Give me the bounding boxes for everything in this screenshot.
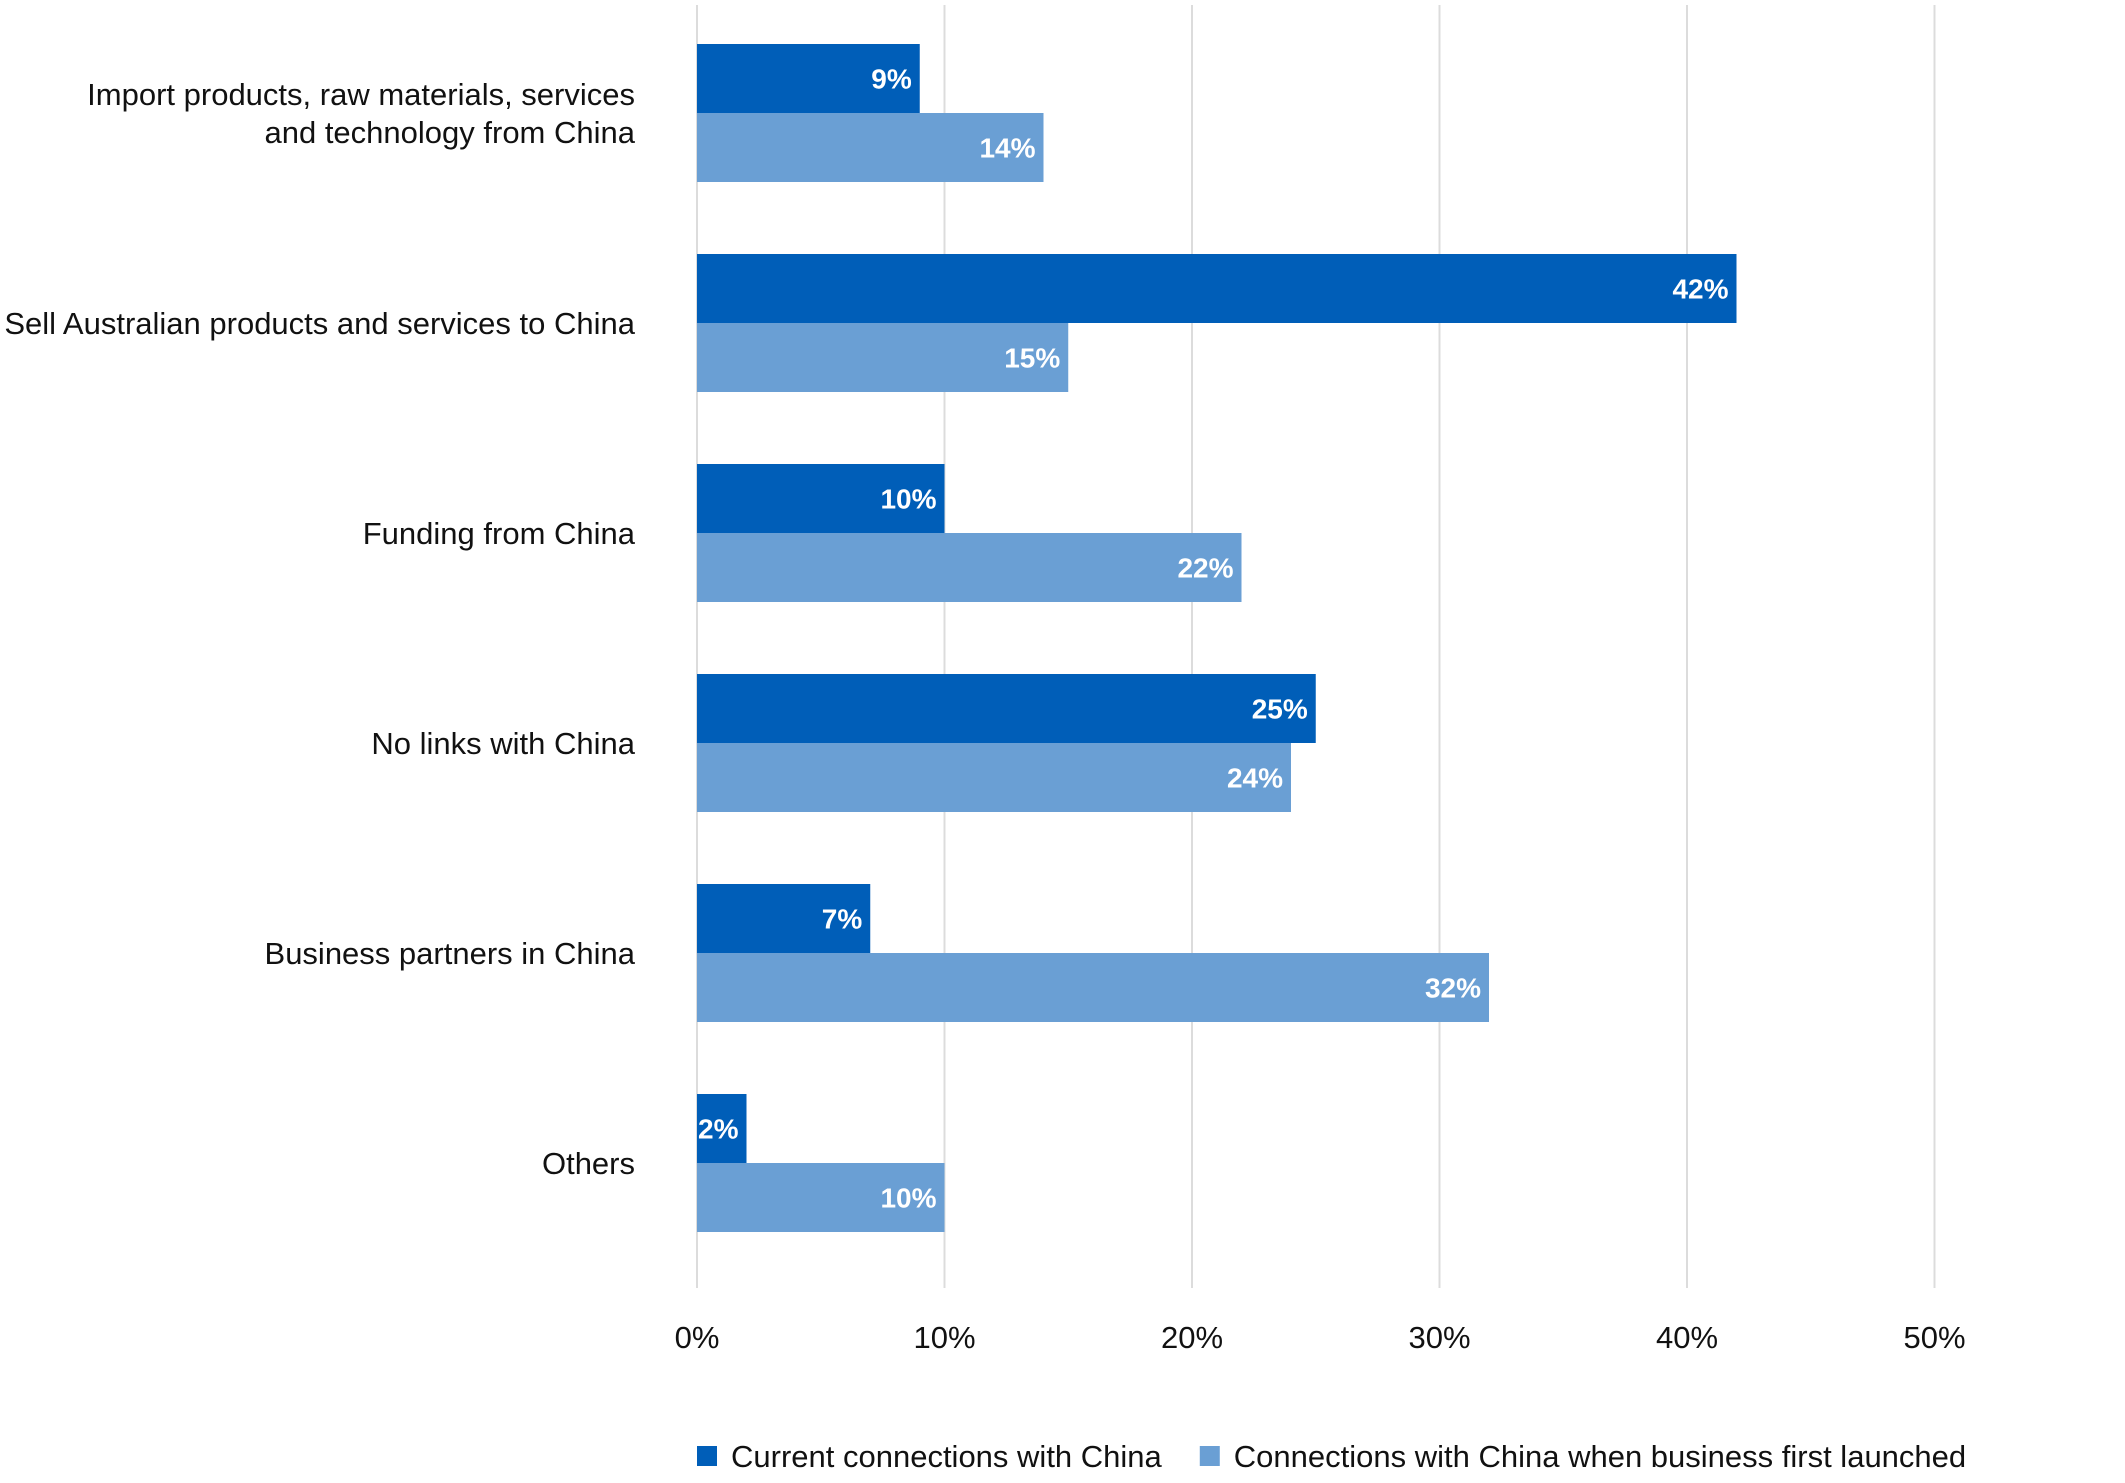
category-label-5: Business partners in China	[265, 936, 636, 971]
x-tick-label: 10%	[913, 1320, 975, 1355]
bar-series1-cat2	[697, 254, 1737, 323]
data-label-series1-cat6: 2%	[698, 1114, 739, 1145]
data-label-series2-cat3: 22%	[1177, 553, 1233, 584]
x-tick-label: 50%	[1903, 1320, 1965, 1355]
legend-swatch-1	[697, 1446, 717, 1466]
data-label-series2-cat2: 15%	[1004, 343, 1060, 374]
x-tick-label: 40%	[1656, 1320, 1718, 1355]
bars: 9% 14% 42% 15% 10% 22% 25% 24% 7% 32% 2% 10%	[697, 44, 1737, 1232]
category-label-line: Funding from China	[363, 516, 636, 551]
bar-series2-cat5	[697, 953, 1489, 1022]
legend-swatch-2	[1199, 1446, 1220, 1466]
bar-series1-cat5	[697, 884, 871, 953]
data-label-series2-cat1: 14%	[979, 133, 1035, 164]
x-tick-label: 0%	[675, 1320, 720, 1355]
bar-series2-cat2	[697, 323, 1069, 392]
bar-series1-cat4	[697, 674, 1316, 743]
category-labels: Import products, raw materials, services…	[4, 77, 635, 1181]
x-axis-ticks: 0% 10% 20% 30% 40% 50%	[675, 1320, 1966, 1355]
category-label-line: Others	[542, 1146, 635, 1181]
data-label-series1-cat2: 42%	[1672, 274, 1728, 305]
data-label-series2-cat4: 24%	[1227, 763, 1283, 794]
category-label-line: Sell Australian products and services to…	[4, 306, 635, 341]
bar-series2-cat1	[697, 113, 1044, 182]
legend-label-1: Current connections with China	[731, 1439, 1163, 1474]
category-label-line: and technology from China	[264, 115, 635, 150]
legend: Current connections with China Connection…	[697, 1439, 1966, 1474]
bar-series1-cat3	[697, 464, 945, 533]
legend-label-2: Connections with China when business fir…	[1234, 1439, 1966, 1474]
category-label-line: Import products, raw materials, services	[87, 77, 635, 112]
category-label-2: Sell Australian products and services to…	[4, 306, 635, 341]
bar-series1-cat6	[697, 1094, 747, 1163]
gridlines	[696, 5, 1936, 1288]
category-label-line: No links with China	[371, 726, 635, 761]
category-label-1: Import products, raw materials, services…	[87, 77, 636, 150]
data-label-series1-cat3: 10%	[880, 484, 936, 515]
data-label-series1-cat4: 25%	[1252, 694, 1308, 725]
bar-series2-cat3	[697, 533, 1242, 602]
category-label-6: Others	[542, 1146, 635, 1181]
data-label-series1-cat1: 9%	[871, 64, 912, 95]
category-label-line: Business partners in China	[265, 936, 636, 971]
category-label-4: No links with China	[371, 726, 635, 761]
x-tick-label: 30%	[1408, 1320, 1470, 1355]
bar-series2-cat4	[697, 743, 1291, 812]
data-label-series1-cat5: 7%	[822, 904, 863, 935]
data-label-series2-cat5: 32%	[1425, 973, 1481, 1004]
x-tick-label: 20%	[1161, 1320, 1223, 1355]
category-label-3: Funding from China	[363, 516, 636, 551]
data-label-series2-cat6: 10%	[880, 1183, 936, 1214]
bar-series1-cat1	[697, 44, 920, 113]
bar-series2-cat6	[697, 1163, 945, 1232]
